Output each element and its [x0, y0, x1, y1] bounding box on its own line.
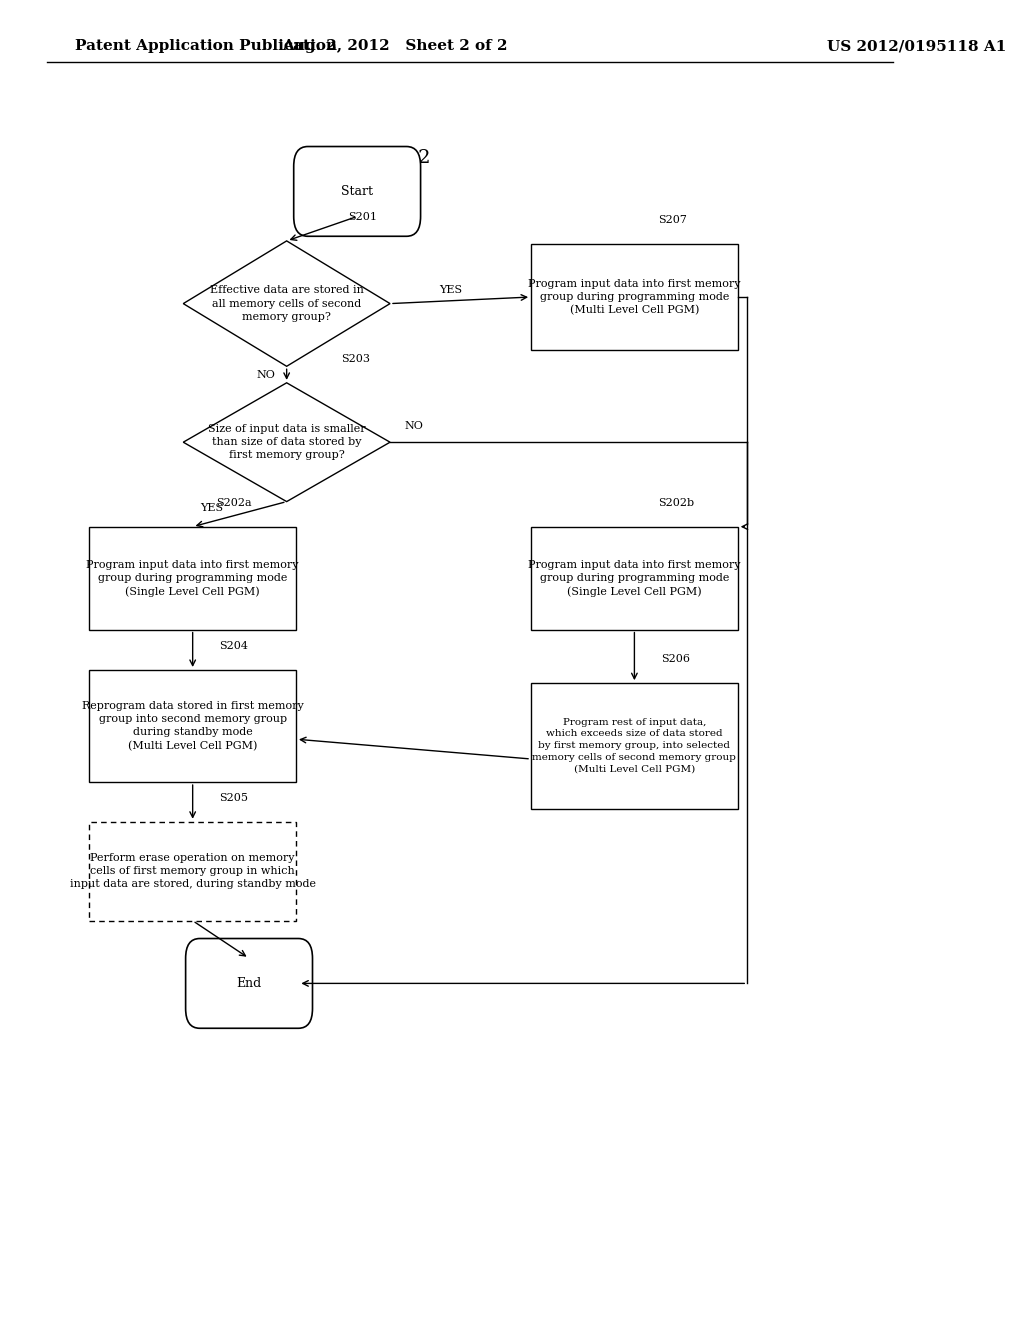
Text: Program input data into first memory
group during programming mode
(Multi Level : Program input data into first memory gro… [528, 279, 740, 315]
Text: NO: NO [257, 370, 275, 380]
Text: S204: S204 [219, 642, 248, 651]
Text: S205: S205 [219, 793, 248, 803]
Text: S202b: S202b [657, 498, 694, 508]
Bar [531, 682, 737, 808]
Text: S201: S201 [348, 213, 377, 222]
Text: Effective data are stored in
all memory cells of second
memory group?: Effective data are stored in all memory … [210, 285, 364, 322]
Bar [531, 527, 737, 630]
Text: FIG.2: FIG.2 [377, 149, 431, 168]
Text: S202a: S202a [216, 498, 252, 508]
Text: End: End [237, 977, 262, 990]
Text: Start: Start [341, 185, 373, 198]
Text: YES: YES [439, 285, 463, 294]
Text: Program rest of input data,
which exceeds size of data stored
by first memory gr: Program rest of input data, which exceed… [532, 718, 736, 774]
Polygon shape [183, 383, 390, 502]
Text: Aug. 2, 2012   Sheet 2 of 2: Aug. 2, 2012 Sheet 2 of 2 [282, 40, 508, 53]
Text: Patent Application Publication: Patent Application Publication [75, 40, 337, 53]
Text: Perform erase operation on memory
cells of first memory group in which
input dat: Perform erase operation on memory cells … [70, 853, 315, 890]
Bar [89, 821, 296, 921]
Text: US 2012/0195118 A1: US 2012/0195118 A1 [827, 40, 1007, 53]
Text: Size of input data is smaller
than size of data stored by
first memory group?: Size of input data is smaller than size … [208, 424, 366, 461]
Bar [89, 527, 296, 630]
Polygon shape [183, 242, 390, 366]
Text: S203: S203 [341, 354, 370, 364]
Text: Reprogram data stored in first memory
group into second memory group
during stan: Reprogram data stored in first memory gr… [82, 701, 303, 751]
Text: S207: S207 [657, 215, 687, 226]
Bar [89, 669, 296, 781]
Text: S206: S206 [660, 655, 690, 664]
Bar [531, 244, 737, 350]
Text: Program input data into first memory
group during programming mode
(Single Level: Program input data into first memory gro… [528, 560, 740, 597]
FancyBboxPatch shape [185, 939, 312, 1028]
Text: NO: NO [404, 421, 423, 432]
Text: Program input data into first memory
group during programming mode
(Single Level: Program input data into first memory gro… [86, 560, 299, 597]
Text: YES: YES [200, 503, 223, 512]
FancyBboxPatch shape [294, 147, 421, 236]
